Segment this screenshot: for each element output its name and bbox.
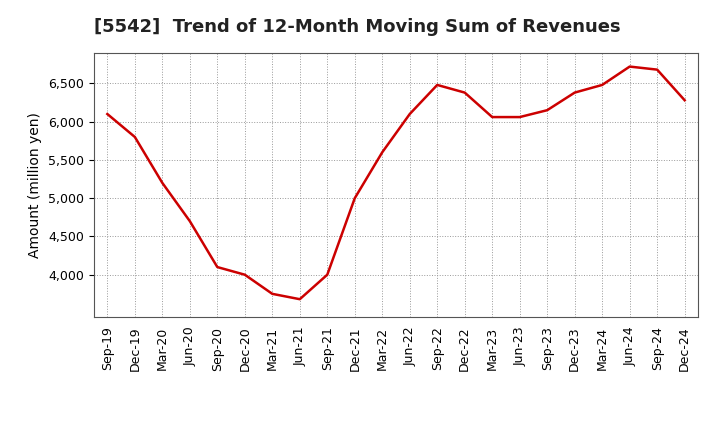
Text: [5542]  Trend of 12-Month Moving Sum of Revenues: [5542] Trend of 12-Month Moving Sum of R…	[94, 18, 620, 36]
Y-axis label: Amount (million yen): Amount (million yen)	[28, 112, 42, 258]
